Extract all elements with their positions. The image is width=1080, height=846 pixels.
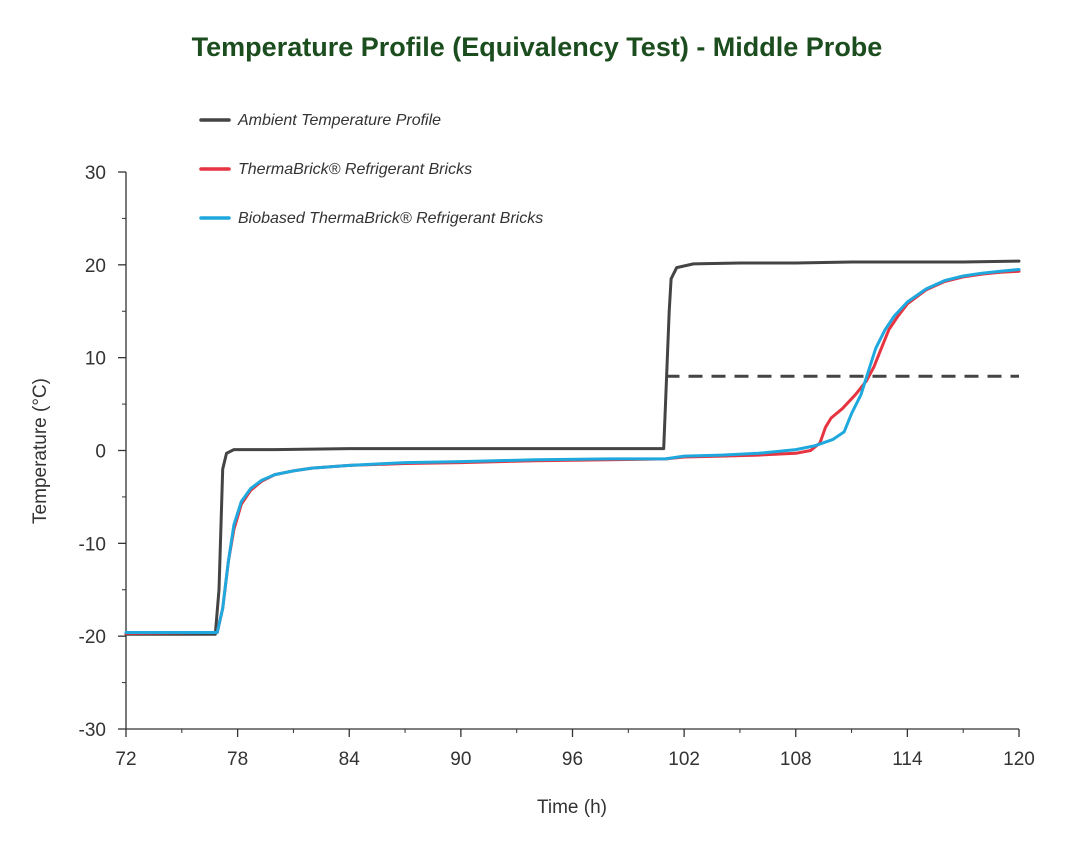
x-axis: 72 78 84 90 96 102 108 114 120 xyxy=(115,728,1035,770)
y-tick-label: -30 xyxy=(79,720,106,741)
series-group xyxy=(124,259,1021,636)
y-tick-label: 20 xyxy=(85,256,106,277)
x-tick-label: 120 xyxy=(1003,749,1035,770)
x-tick-label: 72 xyxy=(115,749,136,770)
x-tick-label: 78 xyxy=(227,749,248,770)
series-line-1 xyxy=(124,269,1021,635)
x-axis-label: Time (h) xyxy=(537,797,607,818)
x-tick-label: 102 xyxy=(668,749,700,770)
y-tick-label: 10 xyxy=(85,349,106,370)
legend-label: Ambient Temperature Profile xyxy=(237,112,441,129)
series-line-0 xyxy=(124,259,1021,636)
legend-label: Biobased ThermaBrick® Refrigerant Bricks xyxy=(238,210,543,227)
legend: Ambient Temperature Profile ThermaBrick® … xyxy=(199,112,543,227)
series-line-2 xyxy=(124,268,1021,634)
y-tick-label: -20 xyxy=(79,627,106,648)
x-tick-label: 90 xyxy=(450,749,471,770)
x-tick-label: 96 xyxy=(562,749,583,770)
x-tick-label: 114 xyxy=(892,749,923,770)
y-axis: -30 -20 -10 0 10 20 30 xyxy=(79,163,127,741)
y-tick-label: 30 xyxy=(85,163,106,184)
y-tick-label: 0 xyxy=(95,442,106,463)
x-tick-label: 108 xyxy=(780,749,812,770)
chart-title: Temperature Profile (Equivalency Test) -… xyxy=(192,32,883,62)
x-tick-label: 84 xyxy=(339,749,361,770)
y-axis-label: Temperature (°C) xyxy=(30,378,51,524)
y-tick-label: -10 xyxy=(79,534,106,555)
legend-label: ThermaBrick® Refrigerant Bricks xyxy=(238,161,472,178)
